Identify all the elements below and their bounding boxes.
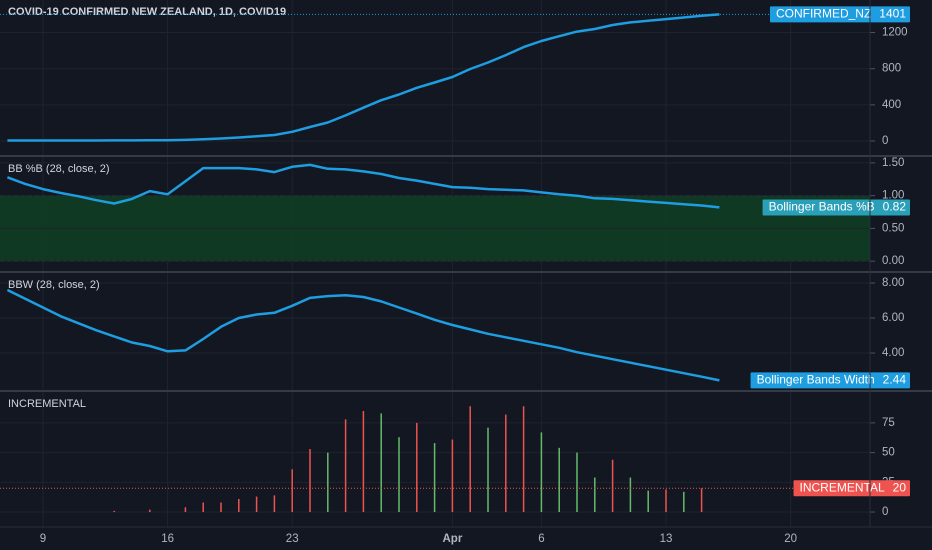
last-value-label: 2.44 Bollinger Bands Width (750, 372, 910, 389)
bar (576, 452, 578, 513)
y-tick-label: 50 (882, 447, 895, 459)
y-tick-label: 8.00 (882, 277, 904, 289)
bar (255, 496, 258, 513)
x-tick-label: 20 (784, 533, 797, 545)
bar (433, 443, 436, 513)
bar (594, 477, 596, 513)
last-value-label: 20 INCREMENTAL (793, 480, 910, 497)
panel-title: BB %B (28, close, 2) (8, 163, 110, 175)
label-box (762, 199, 910, 216)
panel-title: INCREMENTAL (8, 398, 86, 410)
y-tick-label: 1.50 (882, 157, 904, 169)
panel-title: BBW (28, close, 2) (8, 279, 100, 291)
y-tick-label: 6.00 (882, 312, 904, 324)
y-tick-label: 75 (882, 417, 895, 429)
x-tick-label: 16 (161, 533, 174, 545)
y-tick-label: 4.00 (882, 347, 904, 359)
bar (647, 490, 649, 513)
bar (327, 452, 329, 513)
panel-title: COVID-19 CONFIRMED NEW ZEALAND, 1D, COVI… (8, 6, 286, 18)
series-name: Bollinger Bands %B (769, 200, 875, 214)
label-box (793, 480, 910, 497)
label-box (769, 6, 910, 23)
x-tick-label: 23 (286, 533, 299, 545)
bar (113, 510, 115, 513)
bar (540, 432, 543, 513)
series-name: INCREMENTAL (800, 480, 885, 494)
bar (220, 502, 222, 513)
series-name: CONFIRMED_NZ (776, 7, 871, 21)
y-tick-label: 0.00 (882, 255, 904, 267)
bar (273, 495, 276, 513)
x-tick-label: 6 (538, 533, 544, 545)
bar (665, 489, 667, 513)
series-line (7, 13, 720, 142)
y-tick-label: 0.50 (882, 222, 904, 234)
bar (505, 414, 507, 513)
last-value: 1401 (879, 7, 906, 21)
x-tick-label: Apr (442, 533, 462, 545)
bar (522, 406, 525, 513)
bar (380, 413, 382, 513)
last-value: 0.82 (883, 200, 907, 214)
y-tick-label: 400 (882, 99, 901, 111)
y-tick-label: 1200 (882, 27, 908, 39)
bar (344, 419, 347, 513)
bar (487, 427, 489, 513)
bar (184, 507, 187, 513)
bar (362, 411, 365, 513)
bar (202, 502, 204, 513)
bar (238, 498, 240, 513)
bar (683, 491, 685, 513)
x-tick-label: 13 (660, 533, 673, 545)
y-tick-label: 1.00 (882, 190, 904, 202)
bar (611, 459, 614, 513)
y-tick-label: 0 (882, 506, 888, 518)
bar (629, 477, 632, 513)
bar (398, 437, 400, 513)
bar (291, 469, 293, 513)
last-value-label: 0.82 Bollinger Bands %B (762, 199, 910, 216)
last-value-label: 1401 CONFIRMED_NZ (769, 6, 910, 23)
series-name: Bollinger Bands Width (757, 373, 875, 387)
bar (700, 488, 703, 513)
bar (451, 439, 454, 513)
y-tick-label: 0 (882, 135, 888, 147)
x-tick-label: 9 (40, 533, 46, 545)
last-value: 20 (893, 480, 907, 494)
bar (416, 422, 418, 513)
bar (309, 449, 311, 513)
bar (149, 509, 151, 513)
series-line (6, 288, 720, 382)
bar (558, 447, 560, 513)
series-line (6, 163, 720, 209)
last-value: 2.44 (883, 373, 907, 387)
bar (469, 406, 471, 513)
y-tick-label: 800 (882, 63, 901, 75)
